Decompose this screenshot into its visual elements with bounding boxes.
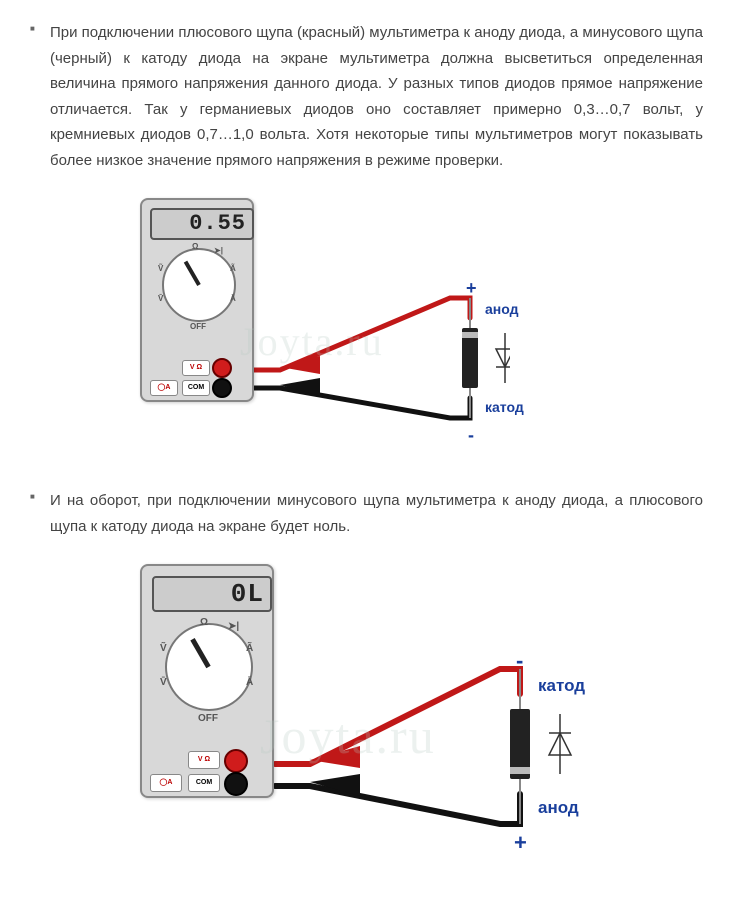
label-anode: анод [485,298,519,322]
multimeter-dial [162,248,236,322]
label-cathode: катод [538,672,585,701]
label-minus: - [516,642,523,679]
paragraph-2: И на оборот, при подключении минусового … [30,488,703,539]
jack-red [212,358,232,378]
label-anode: анод [538,794,579,823]
figure-diode-reverse: 0L Ω ➤| Ṽ Ã V̄ Ā OFF V Ω COM ◯ A - катод… [60,564,580,854]
label-plus: + [514,824,527,861]
multimeter: 0.55 Ω ➤| Ṽ Ã V̄ Ā OFF V Ω COM ◯ A [140,198,254,402]
multimeter-display: 0.55 [150,208,254,240]
label-plus: + [466,273,477,304]
diode [510,709,530,779]
jack-black [224,772,248,796]
multimeter-display: 0L [152,576,272,612]
watermark: Joyta.ru [240,308,384,376]
paragraph-1: При подключении плюсового щупа (красный)… [30,20,703,173]
watermark: Joyta.ru [260,694,436,779]
jack-black [212,378,232,398]
multimeter: 0L Ω ➤| Ṽ Ã V̄ Ā OFF V Ω COM ◯ A [140,564,274,798]
label-minus: - [468,420,474,451]
multimeter-dial [165,623,253,711]
figure-diode-forward: 0.55 Ω ➤| Ṽ Ã V̄ Ā OFF V Ω COM ◯ A + ано… [60,198,510,448]
diode [462,328,478,388]
label-cathode: катод [485,396,524,420]
jack-red [224,749,248,773]
